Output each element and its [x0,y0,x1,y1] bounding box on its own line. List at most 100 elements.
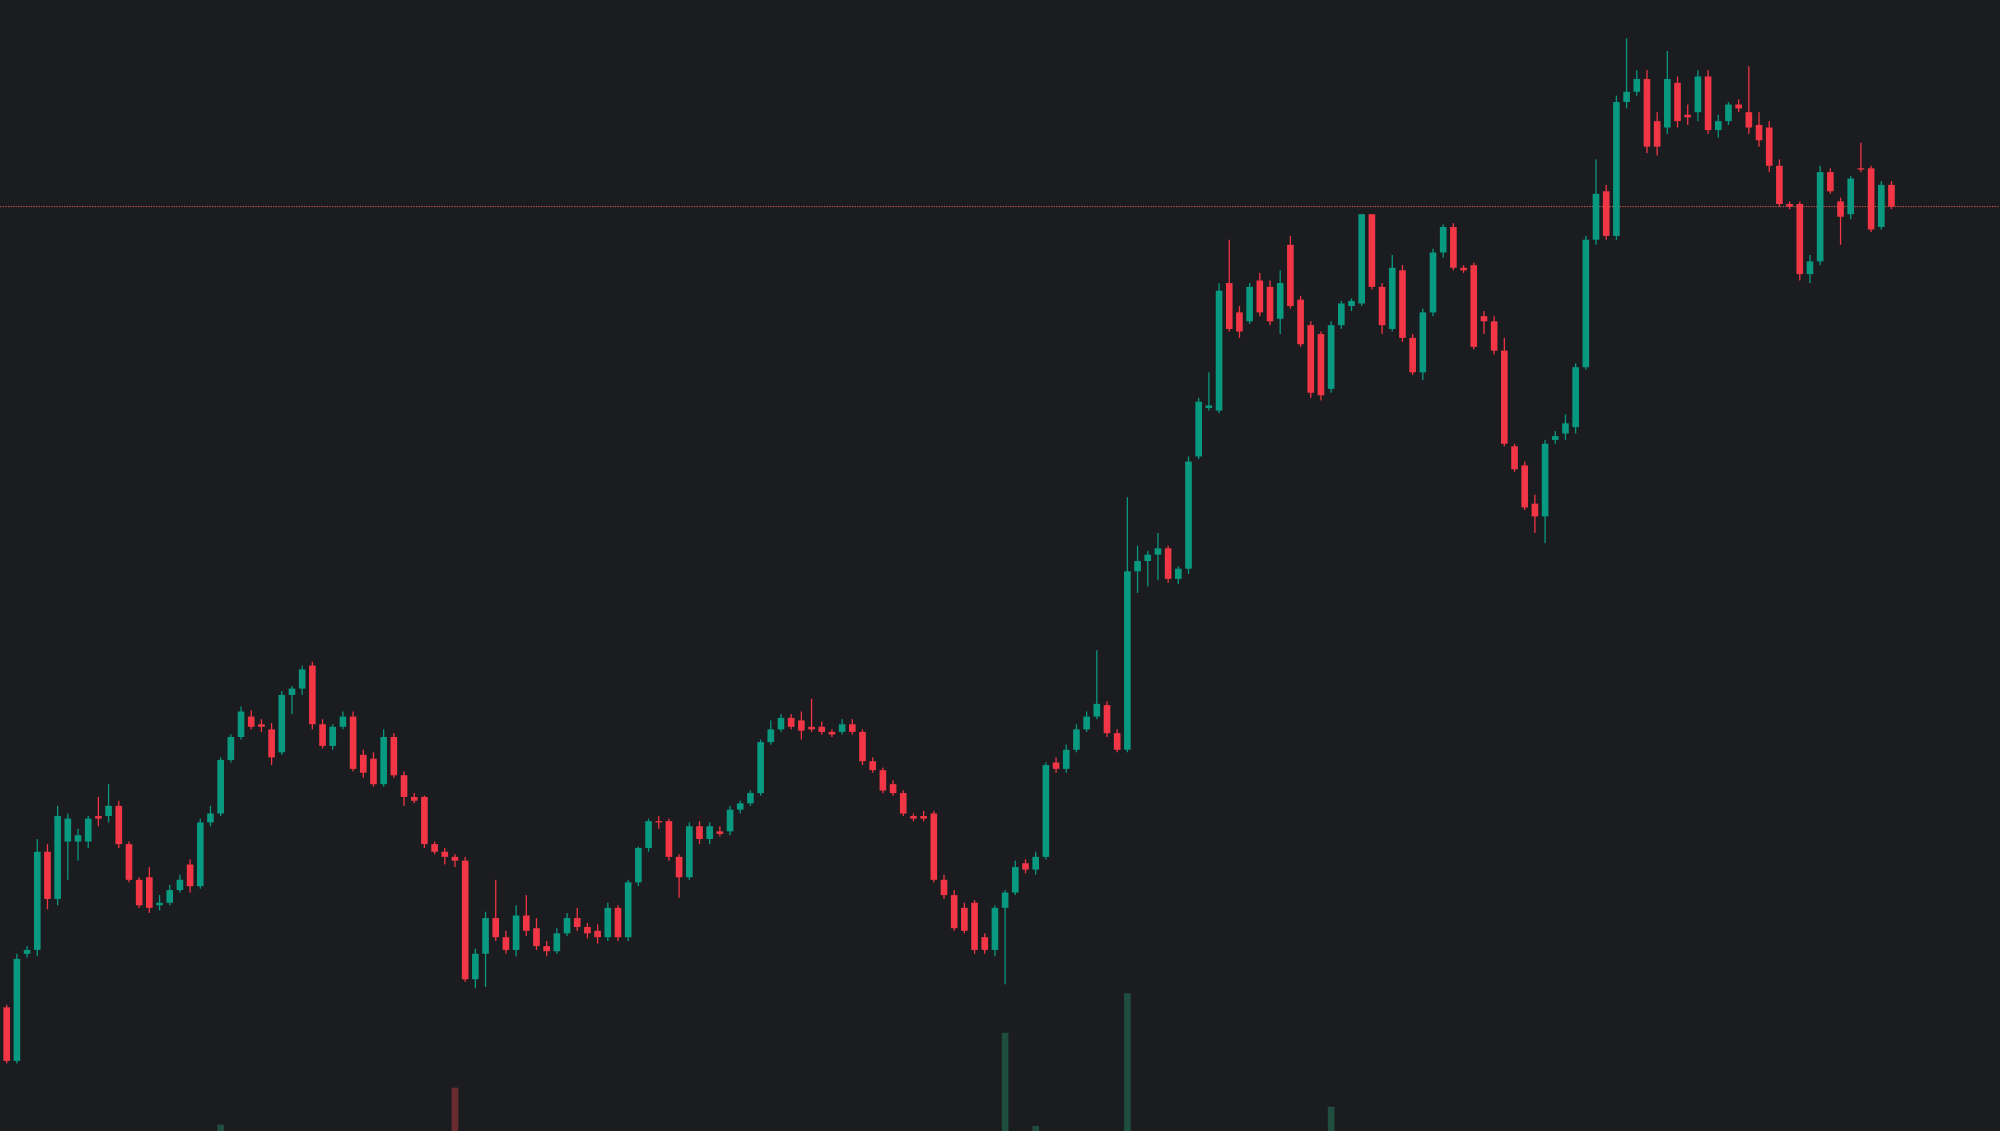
candle-body [1460,267,1467,271]
candle-body [950,895,958,929]
candle-body [1765,127,1773,166]
candle-body [390,736,398,776]
candle-body [910,816,917,819]
candle-body [1164,548,1172,579]
candle-body [227,736,235,760]
candle-body [981,937,989,950]
candle-body [451,856,459,861]
candle-body [1694,76,1702,113]
candle-body [258,724,265,727]
candle-body [665,821,673,857]
candle-body [349,716,357,769]
candle-body [614,907,622,938]
candle-body [1287,244,1294,307]
candle-body [624,882,632,938]
candle-body [1521,465,1529,508]
candle-body [1175,568,1182,579]
candle-body [1714,121,1722,131]
candle-body [1837,201,1844,217]
candle-body [716,831,724,834]
candle-body [1643,79,1651,147]
candle-body [23,949,31,954]
candle-body [1674,82,1681,122]
candle-body [685,826,693,878]
volume-bar [1001,1032,1009,1131]
candle-body [1806,261,1814,275]
candle-body [146,877,153,908]
candle-body [757,742,764,794]
candle-body [115,805,123,845]
candle-body [217,759,224,814]
candle-body [1562,423,1569,434]
candle-body [848,724,856,732]
candle-body [329,726,337,746]
candle-body [879,770,887,791]
candle-body [1276,283,1284,319]
candle-body [940,879,948,896]
candle-body [472,953,479,980]
candle-body [1653,121,1661,147]
candle-body [1073,729,1080,750]
candle-body [573,918,581,927]
candle-body [1857,168,1865,170]
candle-body [563,918,571,934]
candle-body [971,902,978,950]
candle-body [1592,193,1600,240]
candle-body [961,907,968,931]
candle-body [1582,239,1590,368]
candle-body [522,915,530,931]
candle-body [869,761,876,771]
candle-body [1185,461,1192,569]
candle-body [1480,316,1488,322]
candle-body [1602,191,1610,236]
candle-body [1022,863,1029,870]
candle-body [1338,303,1345,326]
candle-body [1664,79,1671,128]
candle-body [1816,172,1824,262]
candle-body [1450,226,1457,268]
candle-body [125,844,133,880]
candle-body [1684,114,1692,118]
candle-body [1551,436,1559,440]
candle-body [431,844,438,852]
candle-body [1042,765,1050,857]
candle-body [74,835,82,842]
candle-body [482,918,489,954]
candle-body [584,926,591,934]
candle-body [889,784,897,794]
candle-body [84,818,92,842]
candle-body [359,754,367,773]
candle-body [706,826,713,840]
candle-body [828,731,836,735]
candle-body [1083,716,1090,730]
candle-body [533,928,540,947]
candle-body [1052,762,1060,769]
candle-body [675,856,683,878]
candle-body [604,907,612,938]
candle-body [1011,867,1019,893]
candle-body [1124,571,1131,750]
candle-body [1613,102,1620,236]
candle-body [421,796,428,845]
candle-body [1704,76,1712,131]
volume-bar [217,1124,224,1131]
candle-body [1827,172,1834,192]
candle-body [655,821,663,823]
candle-body [553,933,561,952]
volume-bar [1124,993,1131,1131]
candle-body [1144,554,1152,562]
candle-body [105,805,112,817]
candle-body [1745,112,1753,128]
candle-body [859,731,866,762]
candle-body [64,818,72,842]
candle-body [635,847,642,883]
candle-body [1388,267,1396,329]
candle-body [808,726,815,730]
candle-body [298,669,306,689]
candle-body [1490,321,1498,351]
candle-body [1001,892,1009,908]
candle-body [1348,300,1355,307]
candle-body [441,851,449,857]
candle-body [1633,79,1641,92]
